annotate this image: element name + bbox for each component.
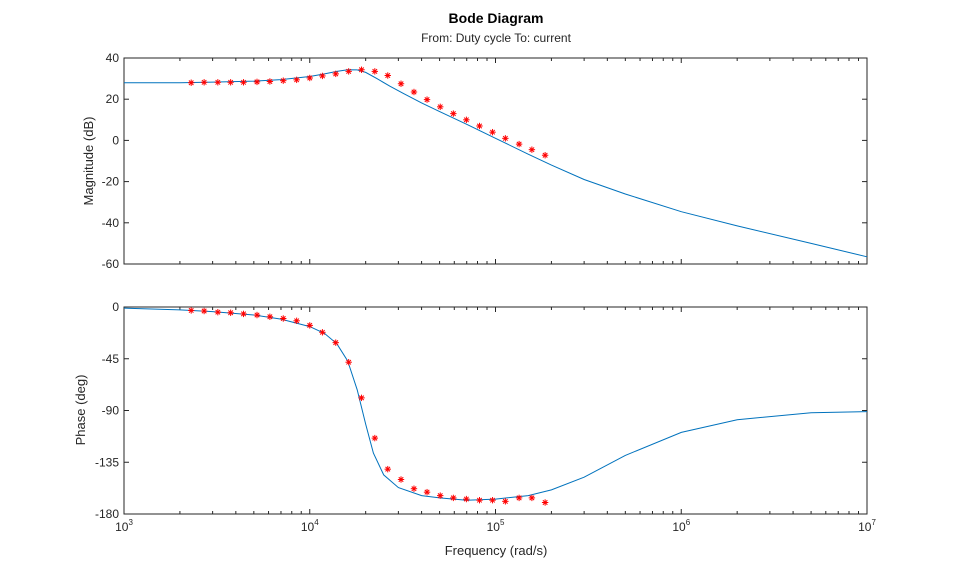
magnitude-y-tick-label: -20	[102, 175, 120, 189]
phase-data-point	[332, 339, 339, 346]
phase-data-point	[187, 307, 195, 314]
magnitude-y-tick-label: 0	[112, 133, 119, 147]
x-tick-label: 107	[858, 518, 876, 534]
magnitude-y-tick-label: -40	[102, 216, 120, 230]
phase-data-point	[253, 311, 261, 319]
phase-y-tick-label: -45	[102, 352, 120, 366]
phase-data-point	[293, 317, 300, 324]
phase-data-point	[227, 309, 234, 316]
magnitude-y-tick-label: 20	[106, 92, 120, 106]
magnitude-data-point	[358, 66, 365, 73]
magnitude-y-tick-label: -60	[102, 257, 120, 271]
x-tick-label: 105	[487, 518, 505, 534]
magnitude-data-point	[502, 135, 509, 142]
magnitude-data-point	[489, 128, 496, 136]
phase-y-tick-label: -180	[95, 507, 119, 521]
phase-data-point	[266, 313, 274, 320]
magnitude-y-tick-label: 40	[106, 51, 120, 65]
magnitude-data-point	[293, 76, 300, 84]
magnitude-y-axis-label: Magnitude (dB)	[81, 117, 96, 206]
magnitude-data-point	[253, 78, 261, 86]
phase-data-point	[345, 359, 352, 366]
phase-axes-frame	[123, 306, 868, 515]
chart-subtitle: From: Duty cycle To: current	[421, 31, 571, 45]
phase-data-point	[371, 434, 379, 442]
phase-data-point	[476, 497, 483, 504]
magnitude-data-point	[476, 122, 483, 130]
phase-data-point	[358, 394, 365, 402]
magnitude-data-point	[528, 146, 536, 153]
magnitude-panel: 40 20 0 -20 -40 -60	[102, 51, 868, 271]
magnitude-data-point	[541, 152, 549, 159]
x-tick-label: 106	[672, 518, 690, 534]
magnitude-axes-frame	[123, 57, 868, 265]
magnitude-data-point	[384, 72, 391, 79]
magnitude-data-point	[200, 79, 208, 86]
magnitude-data-point	[371, 68, 379, 75]
magnitude-data-point	[463, 116, 470, 123]
magnitude-data-point	[266, 78, 274, 85]
magnitude-data-point	[187, 79, 195, 86]
phase-data-point	[502, 498, 509, 505]
phase-data-point	[410, 485, 418, 492]
magnitude-data-point	[319, 72, 326, 80]
phase-panel: 0 -45 -90 -135 -180	[95, 300, 868, 521]
phase-data-point	[463, 495, 470, 503]
phase-y-tick-label: -135	[95, 455, 119, 469]
magnitude-data-point	[410, 88, 418, 96]
phase-data-point	[515, 494, 523, 502]
magnitude-data-point	[227, 79, 234, 86]
phase-data-point	[397, 476, 405, 483]
magnitude-data-point	[423, 96, 431, 103]
phase-y-tick-label: 0	[112, 300, 119, 314]
x-axis-label: Frequency (rad/s)	[445, 543, 548, 558]
magnitude-data-point	[214, 79, 222, 86]
magnitude-data-point	[332, 70, 339, 78]
x-tick-label: 104	[301, 518, 319, 534]
magnitude-data-point	[437, 103, 444, 111]
phase-data-point	[200, 307, 208, 315]
phase-data-point	[423, 488, 431, 496]
x-tick-label: 103	[115, 518, 133, 534]
chart-title: Bode Diagram	[449, 10, 544, 26]
magnitude-data-point	[515, 140, 523, 148]
phase-y-axis-label: Phase (deg)	[73, 375, 88, 446]
phase-data-point	[214, 308, 222, 316]
phase-data-point	[450, 494, 457, 502]
phase-data-point	[319, 329, 326, 336]
magnitude-data-point	[397, 80, 405, 87]
phase-data-point	[384, 465, 391, 473]
phase-data-point	[489, 497, 496, 504]
magnitude-data-point	[306, 74, 313, 82]
phase-y-tick-label: -90	[102, 404, 120, 418]
phase-data-point	[437, 492, 444, 499]
magnitude-data-point	[450, 110, 457, 117]
magnitude-data-point	[280, 77, 287, 84]
phase-data-point	[528, 494, 536, 502]
phase-data-point	[306, 322, 313, 329]
phase-data-point	[541, 499, 549, 506]
magnitude-data-point	[240, 79, 247, 86]
phase-data-point	[280, 315, 287, 322]
phase-data-point	[240, 310, 247, 318]
magnitude-model-line	[124, 69, 868, 258]
phase-model-line	[123, 307, 868, 501]
magnitude-data-point	[345, 68, 352, 75]
